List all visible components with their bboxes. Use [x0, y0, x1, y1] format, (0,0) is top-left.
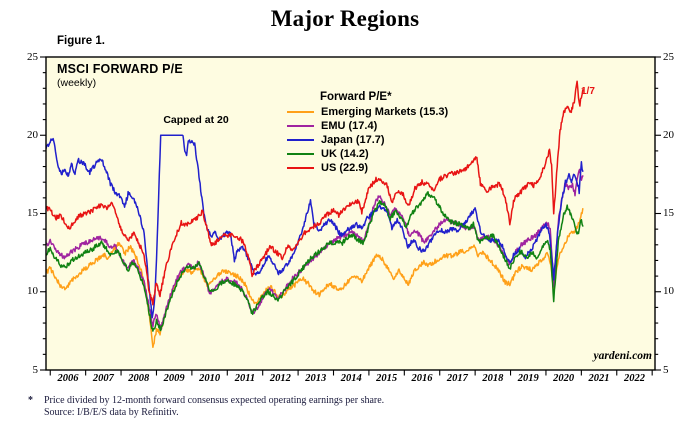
- x-tick-label: 2007: [92, 373, 114, 384]
- legend-label: Japan (17.7): [321, 134, 385, 146]
- footnote-line2: Source: I/B/E/S data by Refinitiv.: [44, 406, 179, 418]
- x-tick-label: 2013: [305, 373, 327, 384]
- chart-subtitle: (weekly): [57, 77, 97, 89]
- x-tick-label: 2006: [57, 373, 79, 384]
- us-line: [46, 80, 584, 306]
- x-tick-label: 2016: [411, 373, 433, 384]
- legend-item-emerging: Emerging Markets (15.3): [287, 105, 448, 119]
- capped-at-20-annotation: Capped at 20: [163, 114, 229, 126]
- x-tick-label: 2010: [199, 373, 221, 384]
- chart-title: MSCI FORWARD P/E: [57, 62, 183, 76]
- figure-label: Figure 1.: [57, 35, 105, 47]
- x-tick-label: 2022: [623, 373, 645, 384]
- legend-item-uk: UK (14.2): [287, 147, 448, 161]
- last-point-date-annotation: 1/7: [581, 86, 595, 97]
- legend-swatch-line: [287, 124, 314, 128]
- y-tick-label-left: 5: [32, 363, 39, 376]
- y-tick-label-left: 20: [27, 128, 38, 141]
- x-tick-label: 2018: [482, 373, 504, 384]
- watermark-yardeni: yardeni.com: [593, 350, 652, 362]
- legend-swatch-line: [287, 166, 314, 170]
- legend-swatch-line: [287, 152, 314, 156]
- y-tick-label-left: 15: [27, 207, 38, 219]
- y-tick-label-right: 20: [663, 128, 674, 141]
- y-tick-label-right: 5: [663, 363, 669, 376]
- legend-swatch-line: [287, 110, 314, 114]
- footnote-line1: Price divided by 12-month forward consen…: [44, 395, 385, 406]
- legend-item-emu: EMU (17.4): [287, 119, 448, 133]
- y-tick-label-right: 25: [663, 50, 674, 63]
- legend-swatch-line: [287, 138, 314, 142]
- legend-item-japan: Japan (17.7): [287, 133, 448, 147]
- legend-item-us: US (22.9): [287, 161, 448, 175]
- emerging-markets-line: [46, 208, 584, 349]
- y-tick-label-left: 25: [27, 50, 38, 63]
- legend-label: UK (14.2): [321, 148, 369, 160]
- x-tick-label: 2019: [517, 373, 539, 384]
- footnote-marker: *: [28, 395, 33, 406]
- japan-line: [46, 134, 584, 319]
- x-tick-label: 2014: [340, 373, 362, 384]
- page-title: Major Regions: [270, 6, 420, 31]
- uk-line: [46, 191, 584, 332]
- y-tick-label-right: 15: [663, 207, 674, 219]
- x-tick-label: 2021: [588, 373, 610, 384]
- footnote: * Price divided by 12-month forward cons…: [28, 395, 384, 418]
- x-tick-label: 2009: [163, 373, 185, 384]
- legend-rows: Emerging Markets (15.3) EMU (17.4) Japan (…: [287, 105, 448, 175]
- x-tick-label: 2020: [553, 373, 575, 384]
- x-tick-label: 2008: [128, 373, 150, 384]
- legend-label: US (22.9): [321, 162, 369, 174]
- x-tick-label: 2017: [446, 373, 468, 384]
- x-tick-label: 2011: [234, 373, 256, 384]
- y-tick-label-left: 10: [27, 285, 38, 298]
- y-tick-label-right: 10: [663, 285, 674, 298]
- x-tick-label: 2015: [376, 373, 398, 384]
- legend: Forward P/E* Emerging Markets (15.3) EMU …: [287, 91, 448, 175]
- legend-label: Emerging Markets (15.3): [321, 106, 449, 118]
- x-tick-label: 2012: [269, 373, 291, 384]
- legend-header: Forward P/E*: [320, 91, 392, 103]
- legend-label: EMU (17.4): [321, 120, 378, 132]
